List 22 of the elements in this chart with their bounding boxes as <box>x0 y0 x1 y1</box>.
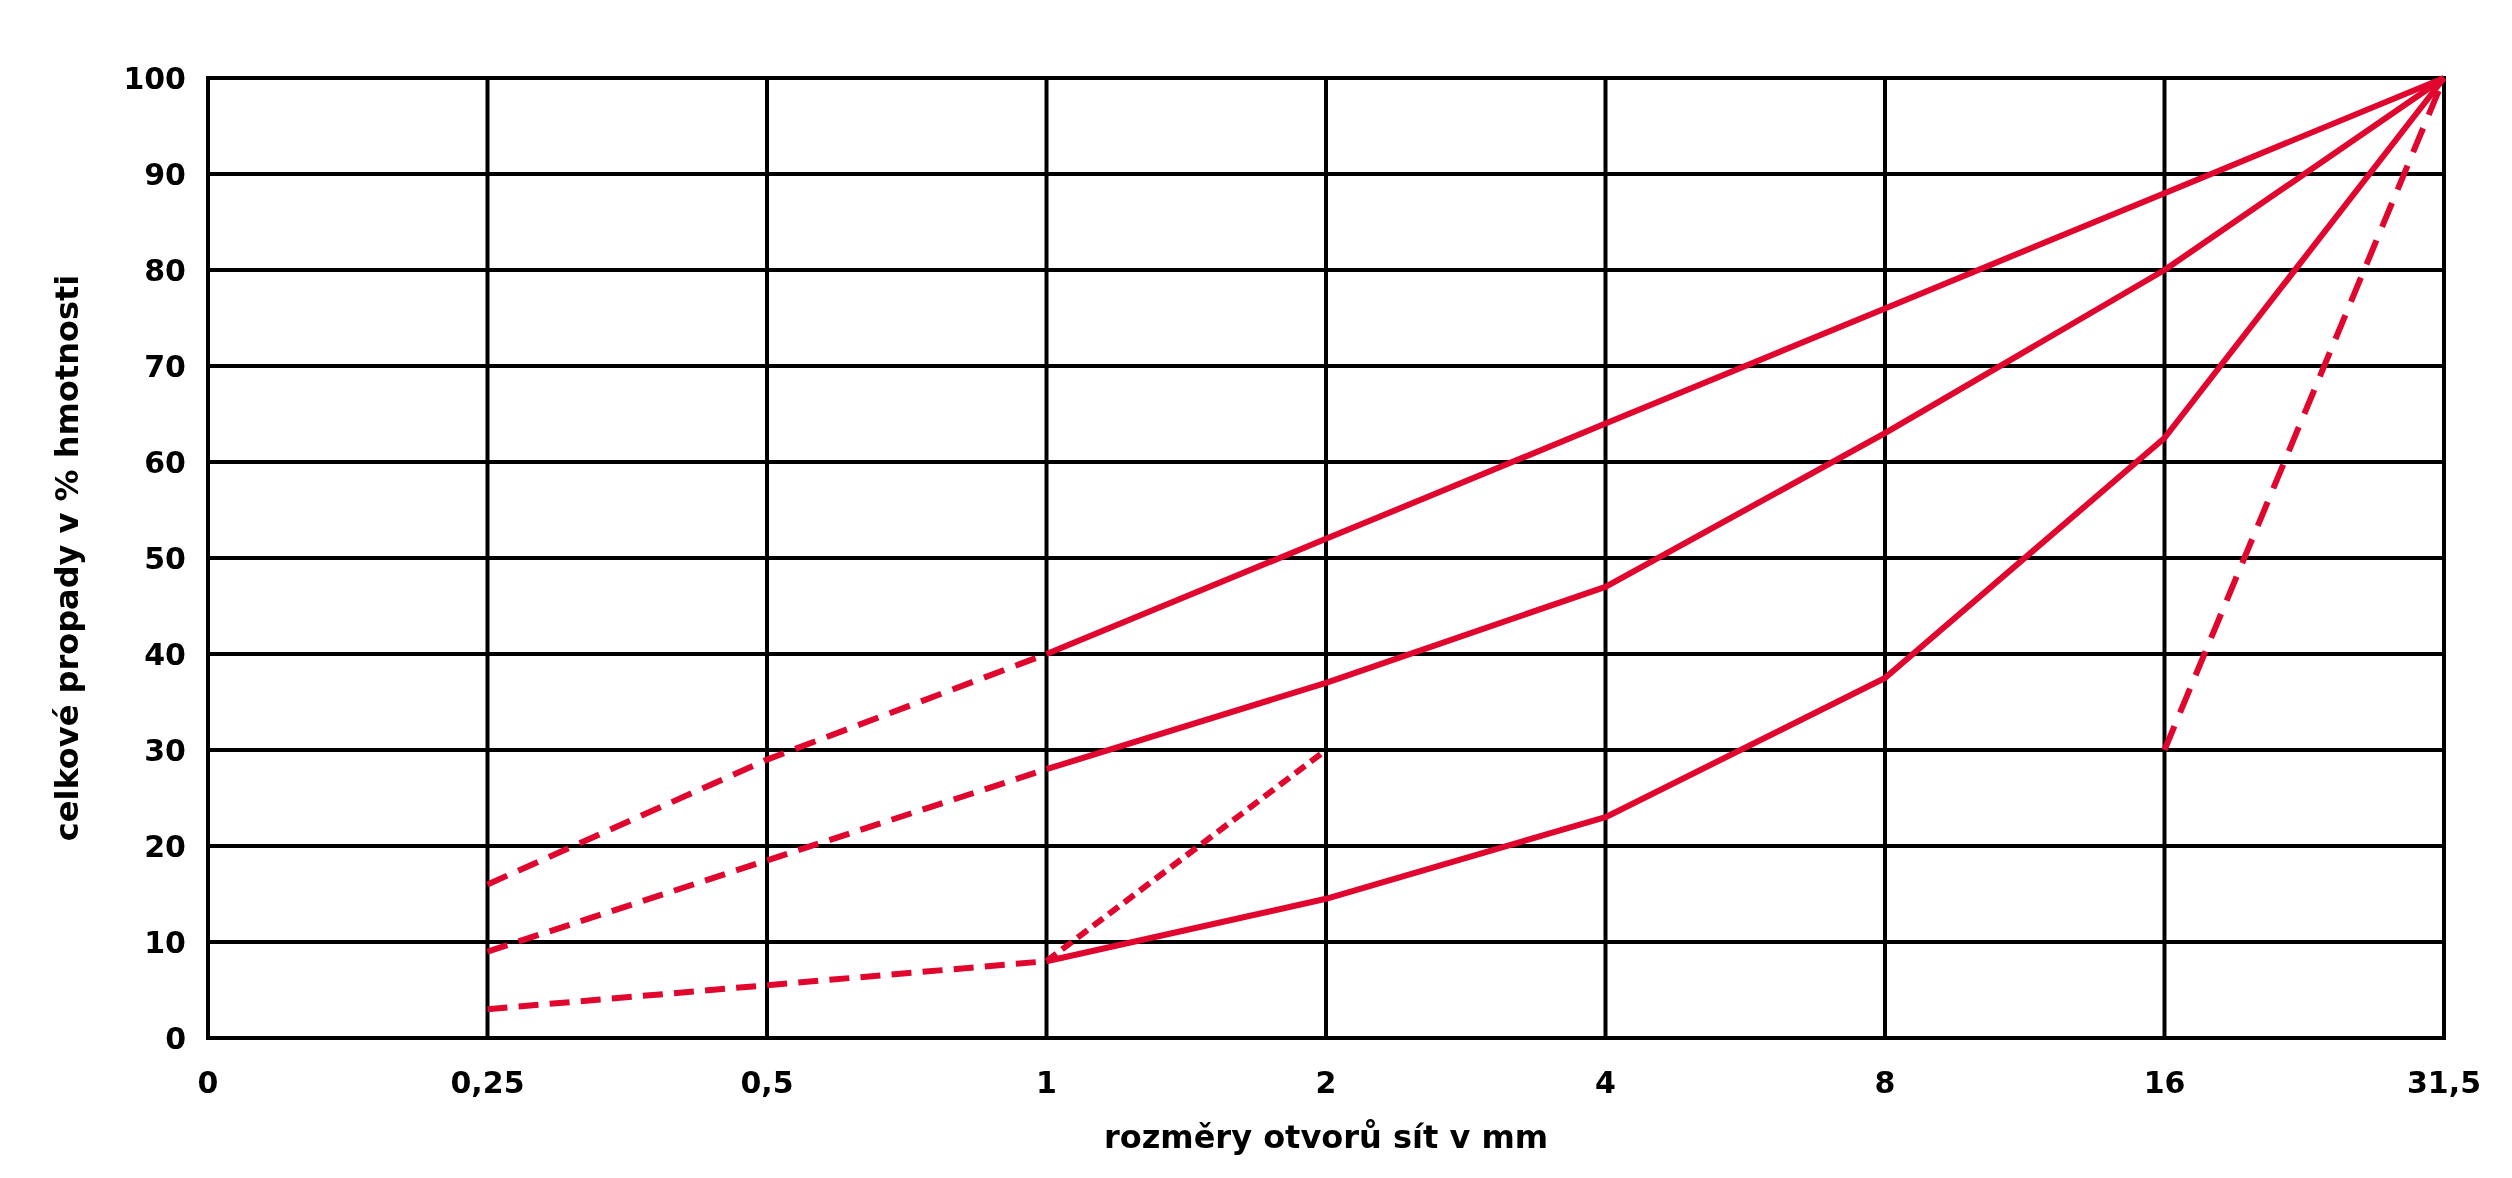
x-tick-label: 8 <box>1874 1065 1896 1100</box>
x-tick-label: 0 <box>197 1065 219 1100</box>
x-tick-label: 1 <box>1036 1065 1057 1100</box>
x-tick-label: 31,5 <box>2406 1065 2482 1100</box>
y-axis-title: celkové propady v % hmotnosti <box>48 274 86 842</box>
x-tick-label: 0,25 <box>450 1065 525 1100</box>
y-tick-label: 60 <box>144 444 186 480</box>
x-tick-label: 2 <box>1315 1065 1337 1100</box>
y-tick-label: 80 <box>144 252 186 288</box>
y-tick-label: 40 <box>144 636 186 672</box>
x-axis-title: rozměry otvorů sít v mm <box>1103 1118 1549 1156</box>
y-tick-label: 30 <box>144 732 186 768</box>
y-tick-label: 50 <box>144 540 186 576</box>
y-tick-label: 10 <box>144 924 186 960</box>
x-tick-label: 0,5 <box>740 1065 794 1100</box>
y-tick-label: 20 <box>144 828 186 864</box>
y-tick-label: 70 <box>144 348 186 384</box>
y-tick-label: 90 <box>144 156 186 192</box>
y-tick-label: 0 <box>165 1020 186 1056</box>
x-tick-label: 16 <box>2143 1065 2186 1100</box>
y-tick-label: 100 <box>123 60 186 96</box>
x-tick-label: 4 <box>1595 1065 1616 1100</box>
